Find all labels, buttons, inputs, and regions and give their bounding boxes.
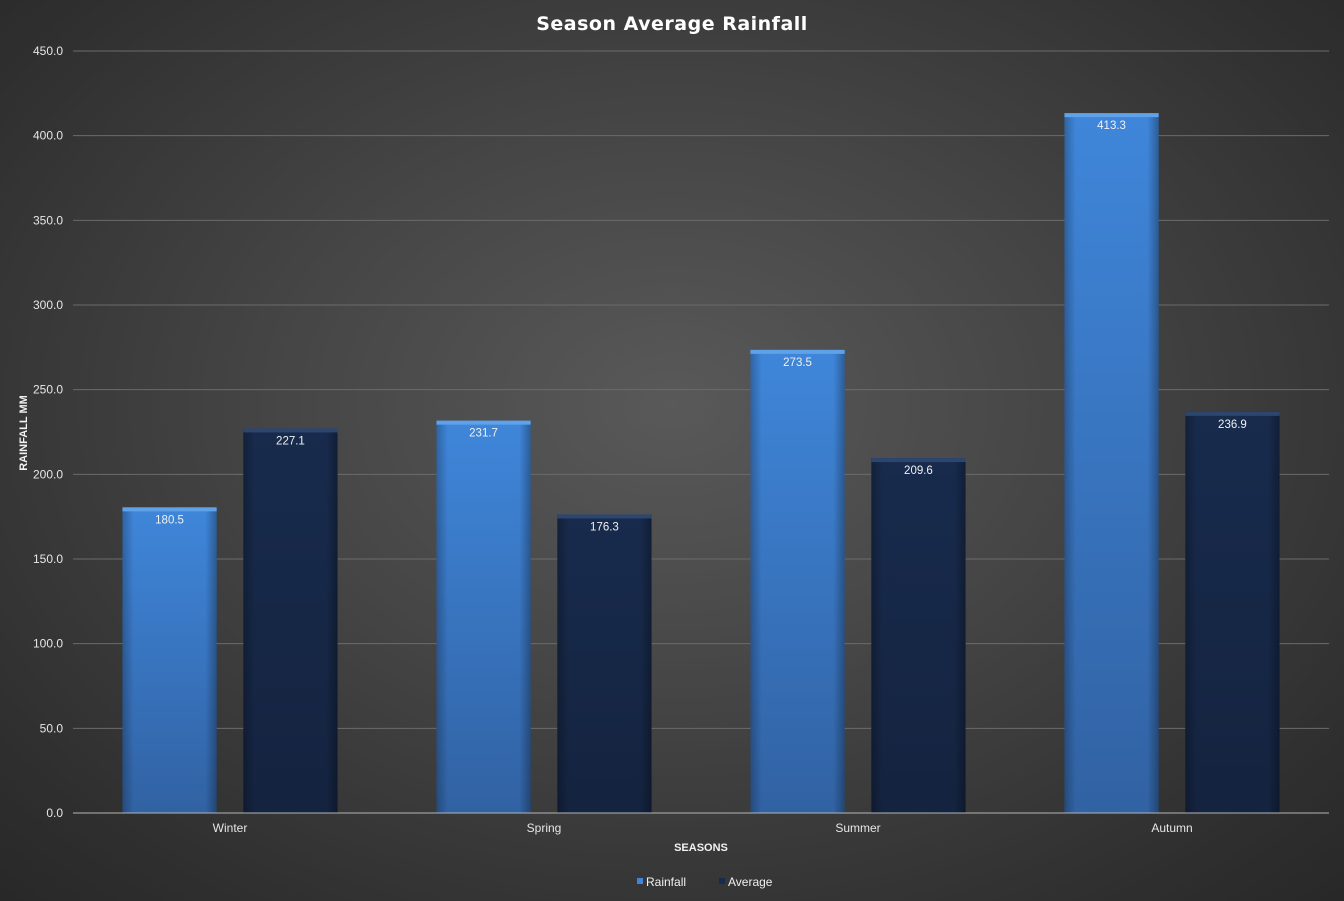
y-tick-label: 200.0 — [33, 467, 63, 481]
bar-shading — [1185, 411, 1280, 813]
data-label-rainfall-spring: 231.7 — [469, 428, 498, 440]
bar-shading — [750, 349, 845, 813]
bar-cap — [1064, 113, 1159, 118]
bar-shading — [871, 458, 966, 813]
bar-shading — [436, 420, 531, 813]
y-axis-ticks: 0.0 50.0 100.0 150.0 200.0 250.0 300.0 350.0 400… — [33, 44, 63, 820]
y-tick-label: 250.0 — [33, 383, 63, 397]
x-tick-label: Summer — [835, 821, 880, 835]
data-label-rainfall-summer: 273.5 — [783, 357, 812, 369]
x-tick-label: Winter — [213, 821, 248, 835]
legend-label-average: Average — [728, 875, 773, 889]
legend-swatch-average — [719, 878, 725, 884]
bar-shading — [557, 514, 652, 813]
bar-cap — [243, 428, 338, 433]
y-tick-label: 0.0 — [46, 806, 63, 820]
legend-swatch-rainfall — [637, 878, 643, 884]
data-labels: 180.5 227.1 231.7 176.3 273.5 209.6 413.3 236.9 — [155, 120, 1247, 533]
bar-cap — [750, 349, 845, 354]
y-axis-title: RAINFALL MM — [18, 395, 30, 471]
bar-cap — [436, 420, 531, 425]
data-label-average-summer: 209.6 — [904, 465, 933, 477]
legend: Rainfall Average — [637, 875, 773, 889]
y-tick-label: 350.0 — [33, 213, 63, 227]
y-tick-label: 100.0 — [33, 637, 63, 651]
bar-cap — [1185, 411, 1280, 416]
bar-cap — [122, 507, 217, 512]
y-tick-label: 300.0 — [33, 298, 63, 312]
bars — [122, 113, 1280, 814]
y-tick-label: 450.0 — [33, 44, 63, 58]
y-tick-label: 400.0 — [33, 129, 63, 143]
data-label-average-spring: 176.3 — [590, 521, 619, 533]
y-tick-label: 50.0 — [40, 721, 64, 735]
x-axis-title: SEASONS — [674, 842, 728, 854]
data-label-average-autumn: 236.9 — [1218, 419, 1247, 431]
x-axis-ticks: Winter Spring Summer Autumn — [213, 821, 1193, 835]
data-label-average-winter: 227.1 — [276, 435, 305, 447]
chart-title: Season Average Rainfall — [536, 13, 808, 35]
data-label-rainfall-winter: 180.5 — [155, 514, 184, 526]
bar-shading — [1064, 113, 1159, 814]
x-tick-label: Spring — [527, 821, 562, 835]
bar-cap — [557, 514, 652, 519]
x-tick-label: Autumn — [1151, 821, 1192, 835]
y-tick-label: 150.0 — [33, 552, 63, 566]
legend-label-rainfall: Rainfall — [646, 875, 686, 889]
bar-shading — [122, 507, 217, 813]
bar-cap — [871, 458, 966, 463]
data-label-rainfall-autumn: 413.3 — [1097, 120, 1126, 132]
bar-shading — [243, 428, 338, 813]
